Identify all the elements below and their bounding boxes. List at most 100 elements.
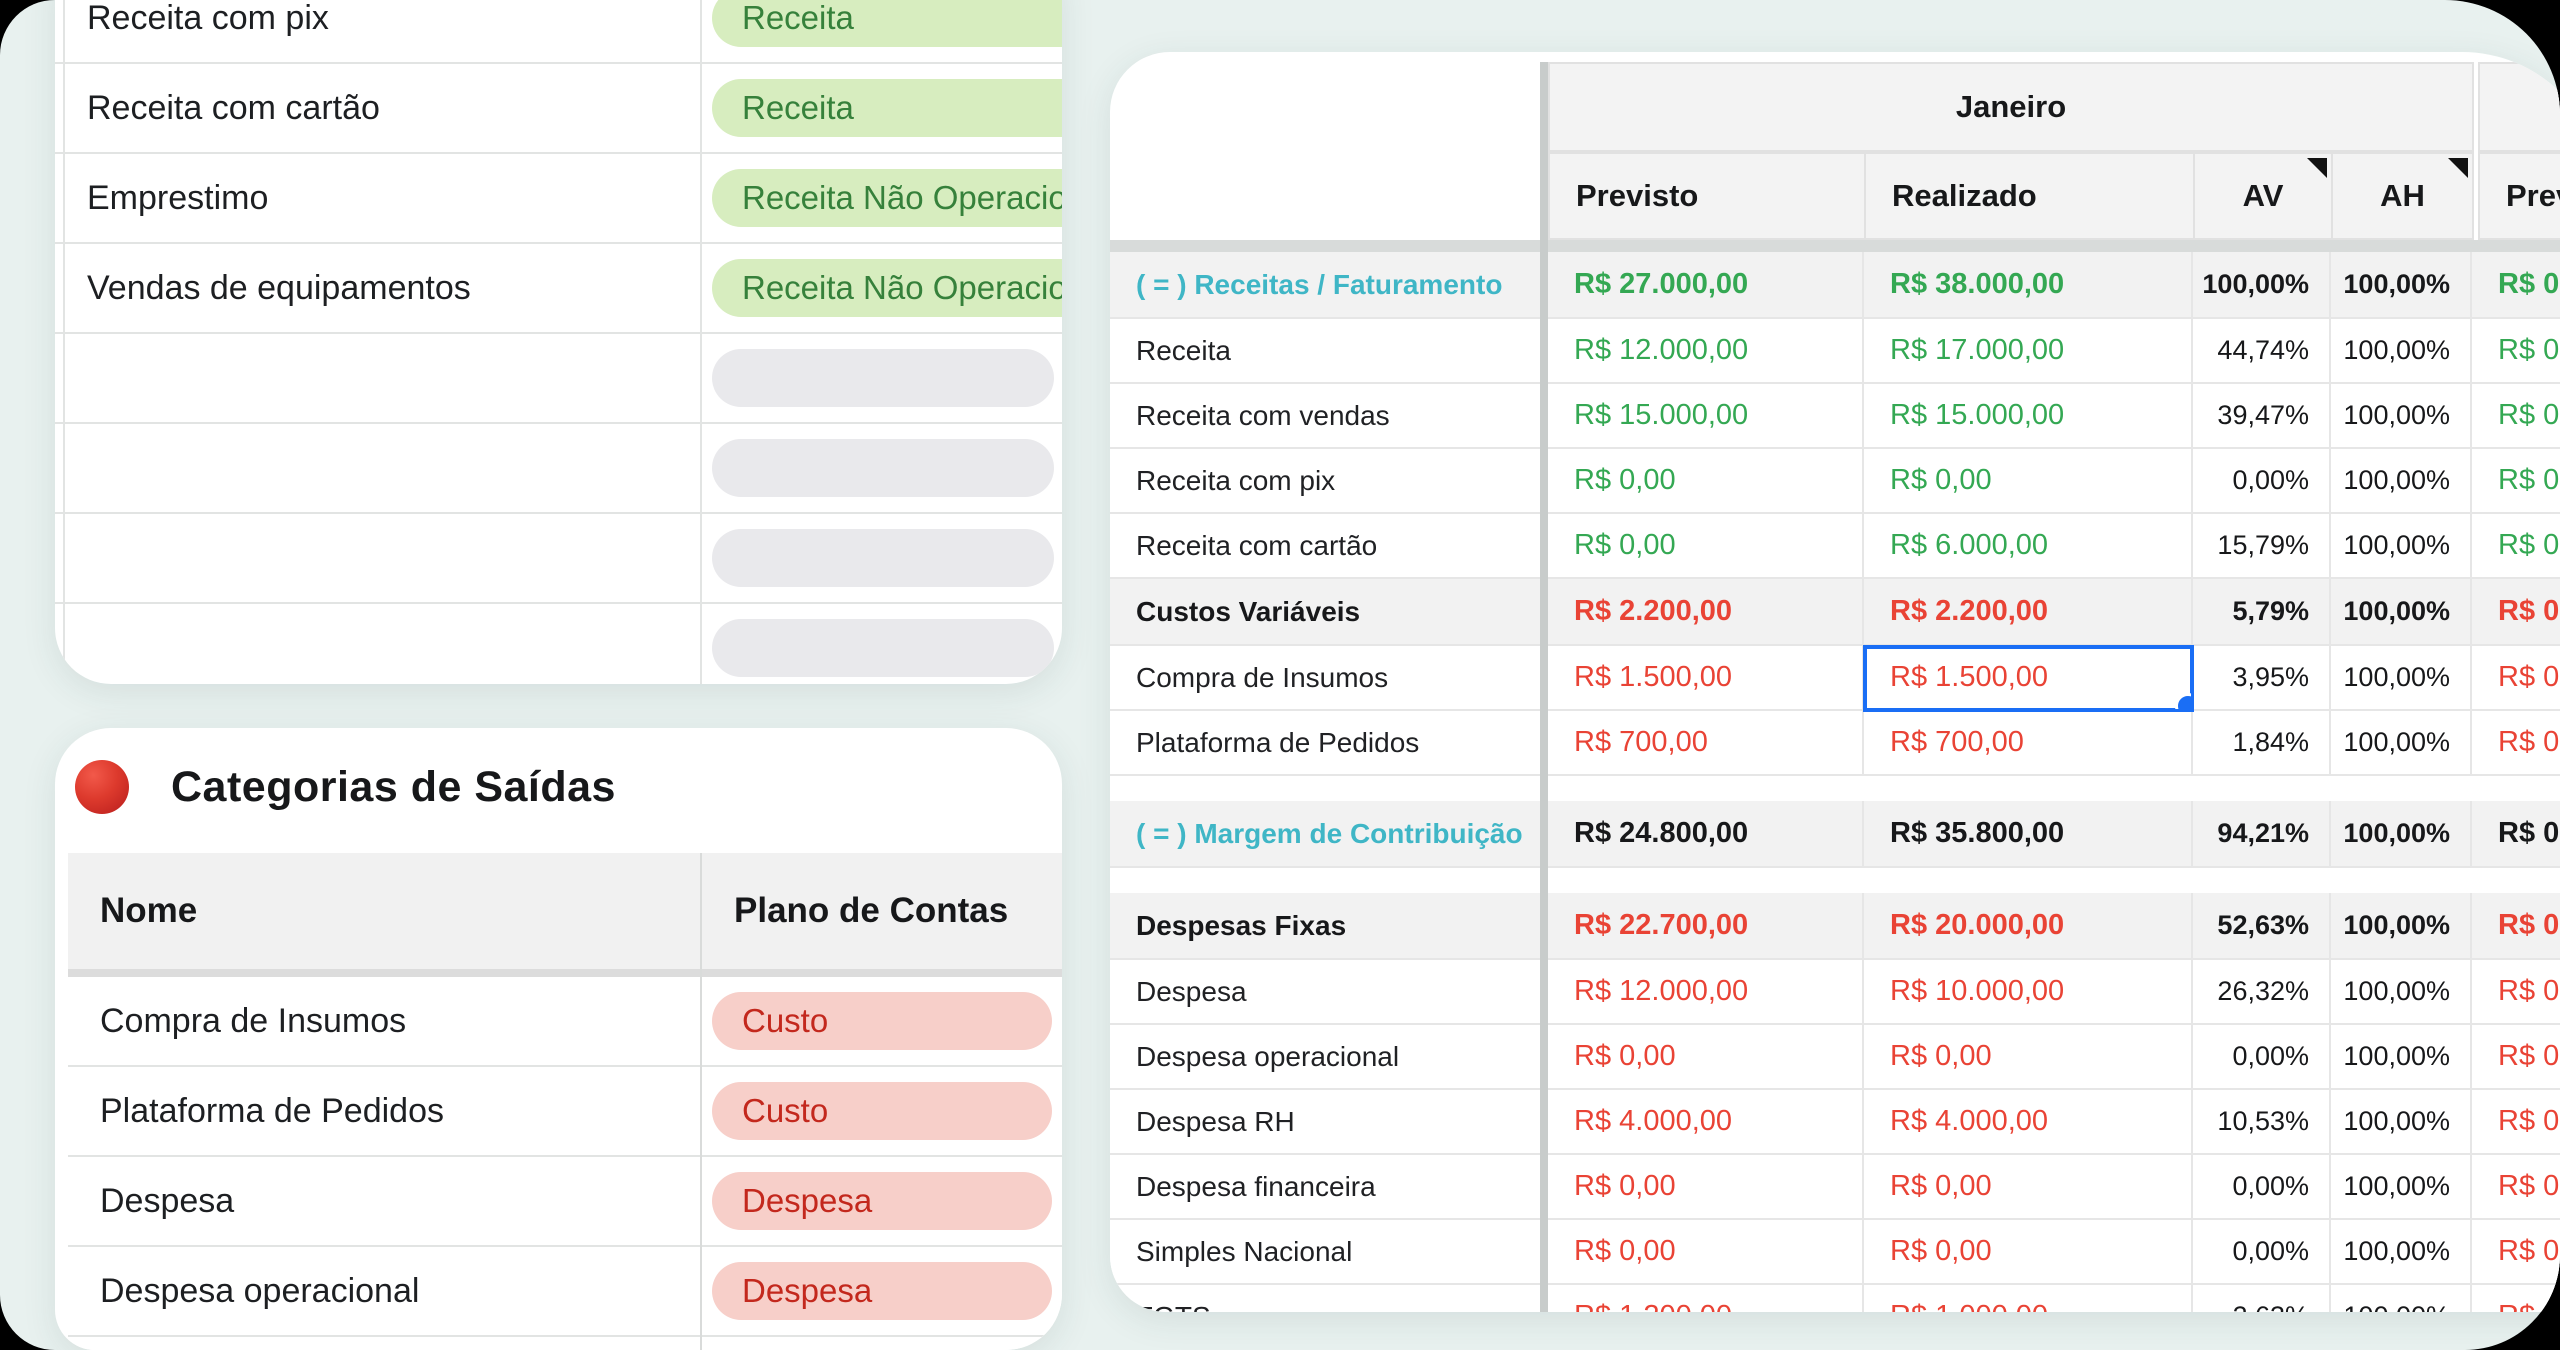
realizado-cell[interactable]: R$ 10.000,00 — [1864, 960, 2193, 1025]
row-label-cell[interactable]: Receita com pix — [1110, 449, 1540, 514]
row-label-cell[interactable]: Plataforma de Pedidos — [1110, 711, 1540, 776]
row-label-cell[interactable]: Receita com cartão — [1110, 514, 1540, 579]
av-cell[interactable]: 2,63% — [2193, 1285, 2331, 1312]
filter-corner-icon[interactable] — [2307, 158, 2327, 178]
row-label-cell[interactable]: Custos Variáveis — [1110, 579, 1540, 646]
column-header-av[interactable]: AV — [2193, 152, 2333, 240]
row-label-cell[interactable]: Despesa financeira — [1110, 1155, 1540, 1220]
realizado-cell[interactable]: R$ 700,00 — [1864, 711, 2193, 776]
ah-cell[interactable]: 100,00% — [2331, 514, 2472, 579]
ah-cell[interactable]: 100,00% — [2331, 646, 2472, 711]
ah-cell[interactable]: 100,00% — [2331, 1220, 2472, 1285]
next-month-previsto-cell[interactable]: R$ 0,00 — [2472, 711, 2560, 776]
previsto-cell[interactable]: R$ 0,00 — [1548, 1220, 1864, 1285]
next-month-previsto-cell[interactable]: R$ 0,00 — [2472, 319, 2560, 384]
month-header-next[interactable] — [2478, 62, 2560, 152]
next-month-previsto-cell[interactable]: R$ 0,00 — [2472, 514, 2560, 579]
realizado-cell[interactable]: R$ 17.000,00 — [1864, 319, 2193, 384]
av-cell[interactable]: 10,53% — [2193, 1090, 2331, 1155]
previsto-cell[interactable]: R$ 4.000,00 — [1548, 1090, 1864, 1155]
av-cell[interactable]: 0,00% — [2193, 1025, 2331, 1090]
next-month-previsto-cell[interactable]: R$ 0,00 — [2472, 384, 2560, 449]
category-name-cell[interactable]: Compra de Insumos — [100, 1001, 407, 1040]
row-label-cell[interactable]: Despesa — [1110, 960, 1540, 1025]
row-label-cell[interactable]: ( = ) Receitas / Faturamento — [1110, 252, 1540, 319]
column-header-previsto-next-month[interactable]: Previsto — [2478, 152, 2560, 240]
realizado-cell[interactable]: R$ 35.800,00 — [1864, 801, 2193, 868]
row-label-cell[interactable]: ( = ) Margem de Contribuição — [1110, 801, 1540, 868]
next-month-previsto-cell[interactable]: R$ 0,00 — [2472, 893, 2560, 960]
av-cell[interactable]: 0,00% — [2193, 1155, 2331, 1220]
next-month-previsto-cell[interactable]: R$ 0,00 — [2472, 960, 2560, 1025]
row-label-cell[interactable]: Despesa operacional — [1110, 1025, 1540, 1090]
av-cell[interactable]: 0,00% — [2193, 449, 2331, 514]
ah-cell[interactable]: 100,00% — [2331, 801, 2472, 868]
realizado-cell[interactable]: R$ 15.000,00 — [1864, 384, 2193, 449]
av-cell[interactable]: 15,79% — [2193, 514, 2331, 579]
month-header-janeiro[interactable]: Janeiro — [1548, 62, 2474, 152]
next-month-previsto-cell[interactable]: R$ 0,00 — [2472, 449, 2560, 514]
category-name-cell[interactable]: Receita com cartão — [87, 88, 380, 127]
column-header-nome[interactable]: Nome — [100, 891, 198, 930]
previsto-cell[interactable]: R$ 0,00 — [1548, 449, 1864, 514]
ah-cell[interactable]: 100,00% — [2331, 384, 2472, 449]
ah-cell[interactable]: 100,00% — [2331, 252, 2472, 319]
realizado-cell[interactable]: R$ 0,00 — [1864, 449, 2193, 514]
av-cell[interactable]: 1,84% — [2193, 711, 2331, 776]
column-header-plano-de-contas[interactable]: Plano de Contas — [734, 891, 1009, 930]
previsto-cell[interactable]: R$ 24.800,00 — [1548, 801, 1864, 868]
fill-handle[interactable] — [2175, 693, 2191, 709]
column-header-ah[interactable]: AH — [2331, 152, 2474, 240]
column-header-realizado[interactable]: Realizado — [1864, 152, 2195, 240]
previsto-cell[interactable]: R$ 27.000,00 — [1548, 252, 1864, 319]
ah-cell[interactable]: 100,00% — [2331, 1025, 2472, 1090]
previsto-cell[interactable]: R$ 12.000,00 — [1548, 960, 1864, 1025]
av-cell[interactable]: 39,47% — [2193, 384, 2331, 449]
filter-corner-icon[interactable] — [2448, 158, 2468, 178]
previsto-cell[interactable]: R$ 1.500,00 — [1548, 646, 1864, 711]
ah-cell[interactable]: 100,00% — [2331, 579, 2472, 646]
next-month-previsto-cell[interactable]: R$ 0,00 — [2472, 1155, 2560, 1220]
column-header-previsto[interactable]: Previsto — [1548, 152, 1866, 240]
realizado-cell[interactable]: R$ 2.200,00 — [1864, 579, 2193, 646]
realizado-cell[interactable]: R$ 38.000,00 — [1864, 252, 2193, 319]
av-cell[interactable]: 26,32% — [2193, 960, 2331, 1025]
av-cell[interactable]: 0,00% — [2193, 1220, 2331, 1285]
previsto-cell[interactable]: R$ 1.200,00 — [1548, 1285, 1864, 1312]
realizado-cell[interactable]: R$ 0,00 — [1864, 1025, 2193, 1090]
selected-cell[interactable]: R$ 1.500,00 — [1863, 645, 2194, 712]
row-label-cell[interactable]: Despesas Fixas — [1110, 893, 1540, 960]
ah-cell[interactable]: 100,00% — [2331, 960, 2472, 1025]
row-label-cell[interactable]: Simples Nacional — [1110, 1220, 1540, 1285]
av-cell[interactable]: 3,95% — [2193, 646, 2331, 711]
previsto-cell[interactable]: R$ 700,00 — [1548, 711, 1864, 776]
row-label-cell[interactable]: FGTS — [1110, 1285, 1540, 1312]
next-month-previsto-cell[interactable]: R$ 0,00 — [2472, 1220, 2560, 1285]
previsto-cell[interactable]: R$ 0,00 — [1548, 514, 1864, 579]
row-label-cell[interactable]: Receita — [1110, 319, 1540, 384]
ah-cell[interactable]: 100,00% — [2331, 319, 2472, 384]
row-label-cell[interactable]: Compra de Insumos — [1110, 646, 1540, 711]
previsto-cell[interactable]: R$ 15.000,00 — [1548, 384, 1864, 449]
category-name-cell[interactable]: Receita com pix — [87, 0, 329, 37]
next-month-previsto-cell[interactable]: R$ 0,00 — [2472, 1025, 2560, 1090]
previsto-cell[interactable]: R$ 0,00 — [1548, 1025, 1864, 1090]
category-name-cell[interactable]: Plataforma de Pedidos — [100, 1091, 444, 1130]
next-month-previsto-cell[interactable]: R$ 0,00 — [2472, 1285, 2560, 1312]
previsto-cell[interactable]: R$ 12.000,00 — [1548, 319, 1864, 384]
previsto-cell[interactable]: R$ 22.700,00 — [1548, 893, 1864, 960]
category-name-cell[interactable]: Vendas de equipamentos — [87, 268, 471, 307]
category-name-cell[interactable]: Emprestimo — [87, 178, 269, 217]
ah-cell[interactable]: 100,00% — [2331, 711, 2472, 776]
ah-cell[interactable]: 100,00% — [2331, 1155, 2472, 1220]
av-cell[interactable]: 5,79% — [2193, 579, 2331, 646]
realizado-cell[interactable]: R$ 4.000,00 — [1864, 1090, 2193, 1155]
row-label-cell[interactable]: Despesa RH — [1110, 1090, 1540, 1155]
realizado-cell[interactable]: R$ 6.000,00 — [1864, 514, 2193, 579]
next-month-previsto-cell[interactable]: R$ 0,00 — [2472, 252, 2560, 319]
realizado-cell[interactable]: R$ 1.000,00 — [1864, 1285, 2193, 1312]
category-name-cell[interactable]: Despesa operacional — [100, 1271, 420, 1310]
category-name-cell[interactable]: Despesa — [100, 1181, 235, 1220]
frozen-column-divider[interactable] — [1540, 62, 1548, 1312]
realizado-cell[interactable]: R$ 0,00 — [1864, 1155, 2193, 1220]
